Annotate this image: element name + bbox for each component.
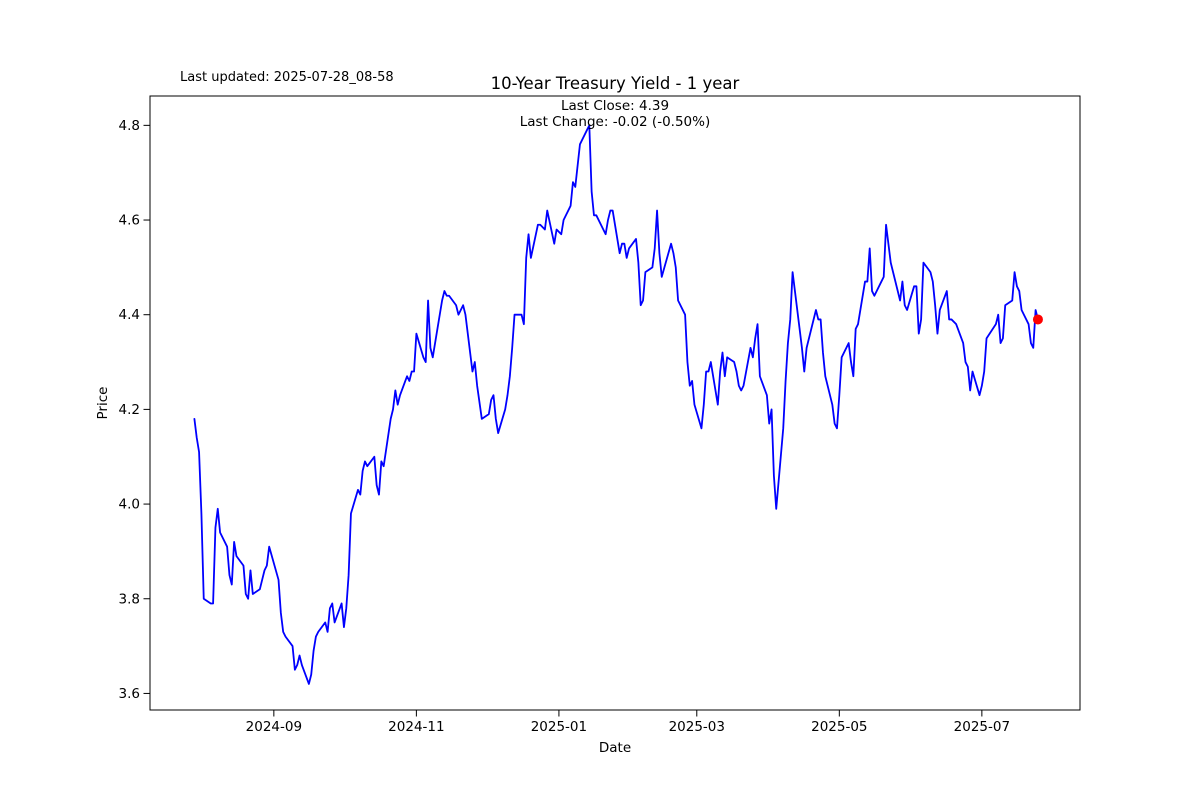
x-tick-label: 2025-05 [811, 719, 867, 735]
x-tick-label: 2024-09 [246, 719, 302, 735]
y-tick-label: 4.2 [119, 402, 140, 418]
y-tick-label: 3.6 [119, 686, 140, 702]
last-close-marker [1032, 314, 1043, 325]
y-tick-label: 4.8 [119, 118, 140, 134]
y-tick-label: 4.4 [119, 307, 140, 323]
last-updated-text: Last updated: 2025-07-28_08-58 [180, 70, 394, 85]
subtitle-last-change: Last Change: -0.02 (-0.50%) [520, 114, 710, 130]
x-tick-label: 2024-11 [388, 719, 444, 735]
x-tick-label: 2025-03 [669, 719, 725, 735]
y-tick-label: 4.6 [119, 213, 140, 229]
chart-title: 10-Year Treasury Yield - 1 year [491, 74, 740, 93]
y-tick-label: 4.0 [119, 497, 140, 513]
x-tick-label: 2025-01 [531, 719, 587, 735]
y-axis-ticks: 3.6 3.8 4.0 4.2 4.4 4.6 4.8 [119, 118, 150, 702]
x-tick-label: 2025-07 [954, 719, 1010, 735]
subtitle-last-close: Last Close: 4.39 [561, 98, 669, 114]
y-tick-label: 3.8 [119, 591, 140, 607]
x-axis-label: Date [599, 740, 631, 756]
y-axis-label: Price [95, 387, 111, 420]
x-axis-ticks: 2024-09 2024-11 2025-01 2025-03 2025-05 2025-… [246, 710, 1010, 735]
price-line-series [193, 124, 1039, 685]
plot-area [149, 95, 1081, 711]
